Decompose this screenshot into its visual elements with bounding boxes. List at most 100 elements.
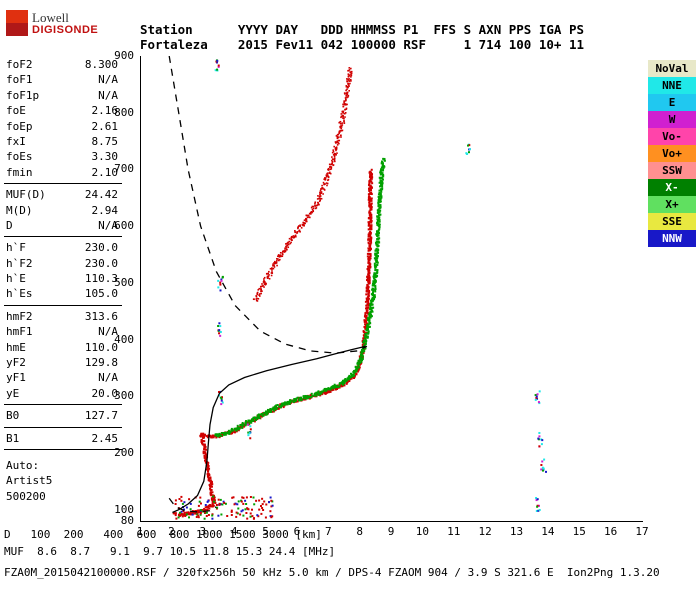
legend-item-w[interactable]: W (648, 111, 696, 128)
logo-digisonde-text: DIGISONDE (32, 24, 98, 36)
param-key: yF1 (6, 370, 26, 385)
muf-scale-row: MUF 8.6 8.7 9.1 9.7 10.5 11.8 15.3 24.4 … (4, 545, 335, 558)
x-tick-label: 17 (632, 525, 652, 538)
param-key: hmF2 (6, 309, 33, 324)
legend-item-noval[interactable]: NoVal (648, 60, 696, 77)
lowell-digisonde-logo: Lowell DIGISONDE (6, 10, 118, 38)
header-station-values: Fortaleza 2015 Fev11 042 100000 RSF 1 71… (140, 37, 584, 52)
param-row: B1 2.45 (4, 431, 122, 446)
param-value: 230.0 (85, 256, 118, 271)
param-value: N/A (98, 88, 118, 103)
x-tick-label: 8 (350, 525, 370, 538)
y-tick-label: 600 (102, 219, 134, 232)
x-tick-label: 12 (475, 525, 495, 538)
x-tick-label: 9 (381, 525, 401, 538)
y-tick-label: 100 (102, 503, 134, 516)
distance-scale-row: D 100 200 400 600 800 1000 1500 3000 [km… (4, 528, 322, 541)
param-key: yE (6, 386, 19, 401)
param-key: fmin (6, 165, 33, 180)
auto-scaling-block: Auto: Artist5 500200 (4, 458, 122, 504)
param-divider (4, 404, 122, 405)
legend-item-vo-[interactable]: Vo+ (648, 145, 696, 162)
param-key: foF1p (6, 88, 39, 103)
param-group: B0 127.7 (4, 407, 122, 424)
param-key: h`F (6, 240, 26, 255)
param-key: foF2 (6, 57, 33, 72)
param-key: yF2 (6, 355, 26, 370)
y-tick-label: 200 (102, 446, 134, 459)
ionogram-plot[interactable] (140, 56, 643, 522)
param-value: 2.45 (92, 431, 119, 446)
file-info-row: FZA0M_2015042100000.RSF / 320fx256h 50 k… (4, 566, 660, 579)
legend-item-x-[interactable]: X- (648, 179, 696, 196)
auto-code: 500200 (6, 489, 46, 504)
param-value: N/A (98, 370, 118, 385)
param-divider (4, 427, 122, 428)
param-key: hmE (6, 340, 26, 355)
param-key: B0 (6, 408, 19, 423)
polarization-legend: NoVal NNE E W Vo- Vo+ SSW X- X+ SSE NNW (648, 60, 696, 247)
y-tick-label: 900 (102, 49, 134, 62)
param-key: h`Es (6, 286, 33, 301)
param-value: 230.0 (85, 240, 118, 255)
param-key: MUF(D) (6, 187, 46, 202)
param-value: 8.75 (92, 134, 119, 149)
y-tick-label: 400 (102, 333, 134, 346)
legend-item-x-[interactable]: X+ (648, 196, 696, 213)
x-tick-label: 15 (569, 525, 589, 538)
param-key: h`F2 (6, 256, 33, 271)
param-row: yF2 129.8 (4, 355, 122, 370)
param-row: h`F 230.0 (4, 240, 122, 255)
ionogram-canvas (141, 56, 643, 521)
param-key: foF1 (6, 72, 33, 87)
y-tick-label: 300 (102, 389, 134, 402)
param-group: h`F 230.0 h`F2 230.0 h`E 110.3 h`Es 105.0 (4, 239, 122, 303)
logo-mark-icon (6, 10, 28, 36)
param-key: foEs (6, 149, 33, 164)
param-value: 313.6 (85, 309, 118, 324)
param-key: foE (6, 103, 26, 118)
param-value: N/A (98, 72, 118, 87)
param-value: 2.61 (92, 119, 119, 134)
param-row: hmF2 313.6 (4, 309, 122, 324)
x-tick-label: 16 (601, 525, 621, 538)
param-group: hmF2 313.6 hmF1 N/A hmE 110.0 yF2 129.8 yF1 N/A yE… (4, 308, 122, 402)
header-column-titles: Station YYYY DAY DDD HHMMSS P1 FFS S AXN… (140, 22, 584, 37)
x-tick-label: 11 (444, 525, 464, 538)
param-row: M(D) 2.94 (4, 203, 122, 218)
x-tick-label: 13 (507, 525, 527, 538)
param-row: MUF(D) 24.42 (4, 187, 122, 202)
param-row: h`F2 230.0 (4, 256, 122, 271)
param-key: h`E (6, 271, 26, 286)
legend-item-nne[interactable]: NNE (648, 77, 696, 94)
param-row: foEp 2.61 (4, 119, 122, 134)
auto-artist: Artist5 (6, 473, 52, 488)
y-tick-label: 800 (102, 106, 134, 119)
legend-item-ssw[interactable]: SSW (648, 162, 696, 179)
legend-item-nnw[interactable]: NNW (648, 230, 696, 247)
param-key: hmF1 (6, 324, 33, 339)
legend-item-vo-[interactable]: Vo- (648, 128, 696, 145)
x-tick-label: 14 (538, 525, 558, 538)
param-row: B0 127.7 (4, 408, 122, 423)
legend-item-e[interactable]: E (648, 94, 696, 111)
param-key: D (6, 218, 13, 233)
legend-item-sse[interactable]: SSE (648, 213, 696, 230)
y-tick-label: 700 (102, 162, 134, 175)
x-tick-label: 10 (412, 525, 432, 538)
param-divider (4, 183, 122, 184)
param-key: fxI (6, 134, 26, 149)
auto-label: Auto: (6, 458, 39, 473)
param-divider (4, 236, 122, 237)
param-group: B1 2.45 (4, 430, 122, 447)
param-row: yF1 N/A (4, 370, 122, 385)
param-key: M(D) (6, 203, 33, 218)
param-divider (4, 305, 122, 306)
param-row: foF1p N/A (4, 88, 122, 103)
param-value: 127.7 (85, 408, 118, 423)
param-value: 2.94 (92, 203, 119, 218)
param-row: fxI 8.75 (4, 134, 122, 149)
param-key: B1 (6, 431, 19, 446)
param-row: foF1 N/A (4, 72, 122, 87)
param-value: 24.42 (85, 187, 118, 202)
